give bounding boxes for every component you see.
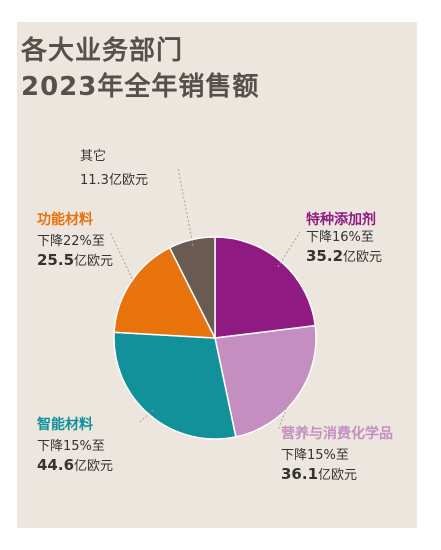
slice-value: 36.1: [281, 464, 319, 483]
slice-name: 其它: [80, 149, 107, 164]
label-other: 其它 11.3亿欧元: [80, 149, 148, 190]
slice-change: 下降15%至: [37, 438, 105, 454]
leader-line: [277, 231, 301, 268]
slice-value: 44.6: [37, 455, 75, 474]
chart-title-line1: 各大业务部门: [21, 36, 184, 66]
slice-change: 下降15%至: [281, 447, 349, 463]
slice-performance-materials: [113, 246, 217, 339]
slice-nutrition-care: [214, 324, 317, 438]
leader-line: [109, 231, 137, 287]
label-smart-materials: 智能材料 下降15%至 44.6亿欧元: [37, 417, 113, 475]
slice-unit: 亿欧元: [74, 458, 114, 474]
slice-smart-materials: [113, 331, 237, 440]
slice-unit: 亿欧元: [108, 173, 148, 189]
label-performance-materials: 功能材料 下降22%至 25.5亿欧元: [37, 212, 113, 270]
slice-value: 25.5: [37, 250, 75, 269]
slice-specialty-additives: [214, 236, 317, 339]
label-nutrition-care: 营养与消费化学品 下降15%至 36.1亿欧元: [281, 426, 393, 484]
slice-name: 特种添加剂: [306, 212, 376, 228]
slice-name: 智能材料: [37, 417, 93, 433]
chart-title-line2: 2023年全年销售额: [21, 72, 260, 102]
slice-change: 下降22%至: [37, 233, 105, 249]
leader-line: [277, 393, 293, 431]
slice-unit: 亿欧元: [74, 253, 114, 269]
slice-unit: 亿欧元: [318, 467, 358, 483]
slice-change: 下降16%至: [306, 229, 374, 245]
slice-unit: 亿欧元: [343, 249, 383, 265]
label-specialty-additives: 特种添加剂 下降16%至 35.2亿欧元: [306, 212, 382, 266]
leader-line: [139, 409, 154, 423]
slice-value: 35.2: [306, 246, 344, 265]
slice-name: 功能材料: [37, 212, 93, 228]
slice-name: 营养与消费化学品: [281, 426, 393, 442]
slice-value: 11.3: [80, 173, 109, 189]
leader-line: [177, 167, 194, 246]
